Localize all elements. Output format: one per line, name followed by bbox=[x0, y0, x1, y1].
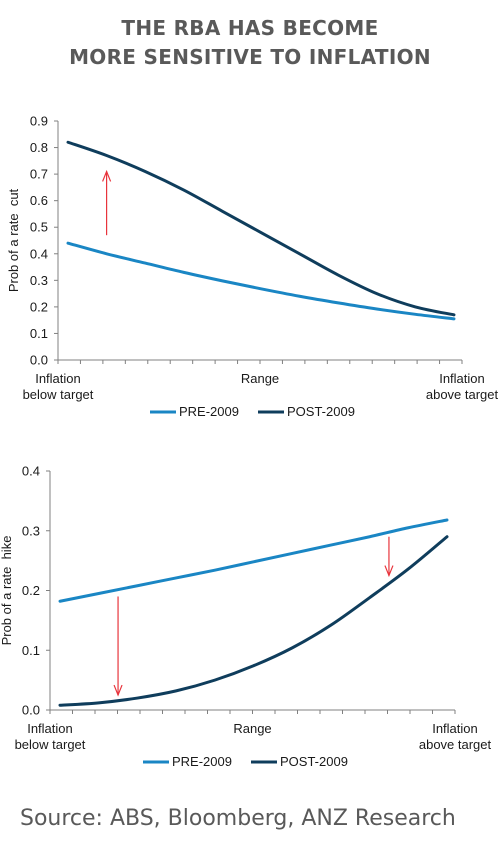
y-tick-label: 0.9 bbox=[30, 114, 48, 129]
legend-label: POST-2009 bbox=[287, 404, 355, 419]
y-axis-label: Prob of a rate cut bbox=[6, 188, 21, 292]
y-tick-label: 0.4 bbox=[30, 246, 48, 261]
x-tick-label: Inflation bbox=[439, 371, 485, 386]
legend-label: POST-2009 bbox=[280, 754, 348, 769]
series-line-pre-2009 bbox=[58, 518, 449, 603]
x-tick-label: above target bbox=[426, 387, 499, 402]
y-tick-label: 0.0 bbox=[30, 353, 48, 368]
x-tick-label: below target bbox=[15, 737, 86, 752]
x-tick-label: Range bbox=[241, 371, 279, 386]
change-arrow-head bbox=[102, 169, 112, 182]
y-tick-label: 0.2 bbox=[22, 583, 40, 598]
change-arrow-head bbox=[113, 684, 123, 697]
rate-cut-chart: 0.00.10.20.30.40.50.60.70.80.9Inflationb… bbox=[6, 114, 499, 420]
x-tick-label: Inflation bbox=[432, 721, 478, 736]
chart-title-line-2: MORE SENSITIVE TO INFLATION bbox=[69, 45, 431, 69]
y-tick-label: 0.8 bbox=[30, 140, 48, 155]
y-tick-label: 0.4 bbox=[22, 464, 40, 479]
y-tick-label: 0.3 bbox=[30, 273, 48, 288]
y-axis-label: Prob of a rate hike bbox=[0, 536, 14, 646]
source-note: Source: ABS, Bloomberg, ANZ Research bbox=[20, 806, 456, 831]
chart-title-line-1: THE RBA HAS BECOME bbox=[121, 16, 379, 40]
series-line-post-2009 bbox=[66, 140, 456, 317]
x-tick-label: above target bbox=[419, 737, 492, 752]
x-tick-label: below target bbox=[23, 387, 94, 402]
y-tick-label: 0.0 bbox=[22, 703, 40, 718]
x-tick-label: Inflation bbox=[35, 371, 81, 386]
change-arrow-head bbox=[384, 565, 394, 578]
y-tick-label: 0.3 bbox=[22, 523, 40, 538]
legend-label: PRE-2009 bbox=[172, 754, 232, 769]
y-tick-label: 0.1 bbox=[30, 326, 48, 341]
y-tick-label: 0.7 bbox=[30, 167, 48, 182]
y-tick-label: 0.2 bbox=[30, 299, 48, 314]
x-tick-label: Inflation bbox=[27, 721, 73, 736]
y-tick-label: 0.6 bbox=[30, 193, 48, 208]
series-line-post-2009 bbox=[58, 535, 449, 707]
y-tick-label: 0.1 bbox=[22, 643, 40, 658]
x-tick-label: Range bbox=[233, 721, 271, 736]
legend-label: PRE-2009 bbox=[179, 404, 239, 419]
series-line-pre-2009 bbox=[66, 241, 456, 321]
y-tick-label: 0.5 bbox=[30, 220, 48, 235]
